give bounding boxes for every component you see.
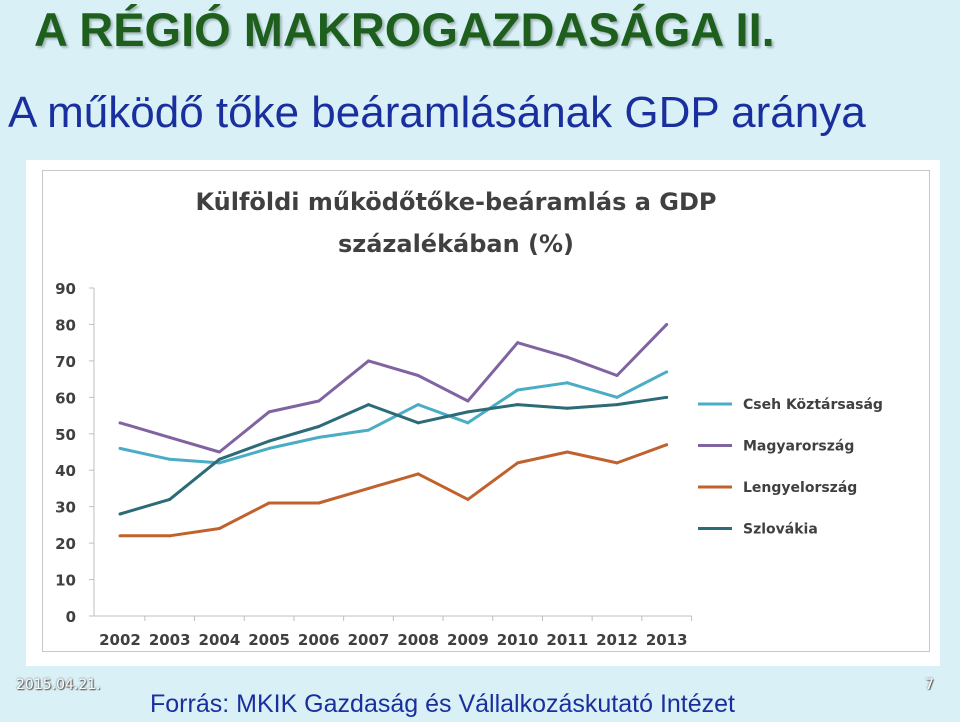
data-point xyxy=(217,450,221,454)
y-tick-label: 60 xyxy=(55,389,76,407)
data-point xyxy=(317,435,321,439)
data-point xyxy=(416,373,420,377)
x-tick-label: 2011 xyxy=(546,631,588,649)
data-point xyxy=(516,403,520,407)
data-point xyxy=(665,443,669,447)
series-line-3 xyxy=(119,395,667,516)
x-tick-label: 2012 xyxy=(596,631,638,649)
data-point xyxy=(466,421,470,425)
data-point xyxy=(118,534,122,538)
y-tick-label: 90 xyxy=(55,280,76,298)
slide-title: A RÉGIÓ MAKROGAZDASÁGA II. xyxy=(34,3,775,56)
x-tick-label: 2009 xyxy=(447,631,489,649)
data-point xyxy=(217,461,221,465)
y-tick-label: 50 xyxy=(55,426,76,444)
data-point xyxy=(168,534,172,538)
chart-title-line1: Külföldi működőtőke-beáramlás a GDP xyxy=(195,188,717,216)
data-point xyxy=(665,370,669,374)
x-tick-label: 2008 xyxy=(397,631,439,649)
legend-label: Cseh Köztársaság xyxy=(743,397,883,413)
data-point xyxy=(565,450,569,454)
data-point xyxy=(317,501,321,505)
data-point xyxy=(217,457,221,461)
data-point xyxy=(367,428,370,432)
data-point xyxy=(168,435,172,439)
data-point xyxy=(118,421,122,425)
x-tick-label: 2007 xyxy=(348,631,390,649)
x-tick-label: 2005 xyxy=(248,631,290,649)
data-point xyxy=(565,381,569,385)
x-tick-label: 2013 xyxy=(646,631,688,649)
x-tick-label: 2002 xyxy=(99,631,141,649)
data-point xyxy=(118,512,122,516)
data-point xyxy=(367,359,370,363)
data-point xyxy=(168,457,172,461)
data-point xyxy=(416,421,420,425)
data-point xyxy=(466,410,470,414)
data-point xyxy=(267,446,271,450)
data-point xyxy=(367,486,370,490)
series-line-1 xyxy=(119,323,668,454)
y-tick-label: 80 xyxy=(55,316,76,334)
data-point xyxy=(615,403,619,407)
x-tick-label: 2004 xyxy=(199,631,241,649)
data-point xyxy=(367,403,370,407)
data-point xyxy=(466,399,470,403)
y-tick-label: 30 xyxy=(55,499,76,517)
x-tick-label: 2010 xyxy=(497,631,539,649)
chart-panel: Külföldi működőtőke-beáramlás a GDP száz… xyxy=(26,160,940,666)
data-point xyxy=(168,497,172,501)
x-tick-label: 2003 xyxy=(149,631,191,649)
line-chart: 0 10 20 30 40 50 60 70 80 90 2002 2003 2004 2005 2006 2… xyxy=(55,280,883,649)
legend-label: Magyarország xyxy=(743,439,854,455)
data-point xyxy=(565,355,569,359)
data-point xyxy=(565,406,569,410)
data-point xyxy=(665,322,669,326)
data-point xyxy=(516,461,520,465)
y-tick-label: 40 xyxy=(55,462,76,480)
data-point xyxy=(317,424,321,428)
x-tick-label: 2006 xyxy=(298,631,340,649)
y-tick-label: 10 xyxy=(55,572,76,590)
data-point xyxy=(466,497,470,501)
chart-title-line2: százalékában (%) xyxy=(337,230,575,258)
slide-subtitle: A működő tőke beáramlásának GDP aránya xyxy=(8,88,866,137)
legend-label: Lengyelország xyxy=(743,480,857,496)
data-point xyxy=(615,395,619,399)
data-point xyxy=(516,341,520,345)
data-point xyxy=(665,395,669,399)
legend-label: Szlovákia xyxy=(743,522,818,538)
series-line-2 xyxy=(120,443,668,538)
data-point xyxy=(416,472,420,476)
data-point xyxy=(615,373,619,377)
data-point xyxy=(416,403,420,407)
chart-frame xyxy=(42,170,930,652)
data-point xyxy=(615,461,619,465)
page-number: 7 xyxy=(925,677,934,693)
data-point xyxy=(217,527,221,531)
source-note: Forrás: MKIK Gazdaság és Vállalkozáskuta… xyxy=(150,690,735,718)
y-tick-label: 70 xyxy=(55,353,76,371)
data-point xyxy=(118,446,122,450)
slide-date: 2015.04.21. xyxy=(16,677,101,693)
series-line-0 xyxy=(119,370,668,465)
data-point xyxy=(516,388,520,392)
y-tick-label: 20 xyxy=(55,535,76,553)
data-point xyxy=(267,439,271,443)
data-point xyxy=(267,410,271,414)
data-point xyxy=(317,399,321,403)
data-point xyxy=(267,501,271,505)
y-tick-label: 0 xyxy=(66,608,76,626)
